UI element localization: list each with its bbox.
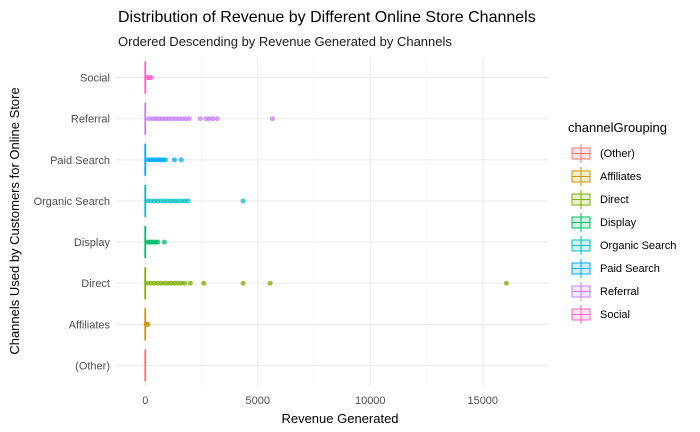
- plot-marks: [143, 61, 509, 382]
- chart-title: Distribution of Revenue by Different Onl…: [118, 9, 536, 26]
- x-tick-labels: 0 5000 10000 15000: [142, 395, 498, 407]
- outlier-point: [163, 157, 168, 163]
- legend-item: Display: [570, 213, 637, 232]
- outlier-point: [240, 198, 246, 204]
- legend-label: Organic Search: [600, 240, 676, 252]
- legend-item: Referral: [570, 282, 639, 301]
- legend-label: (Other): [600, 148, 635, 160]
- outlier-point: [182, 280, 188, 286]
- outlier-point: [155, 239, 161, 245]
- y-tick-labels: Social Referral Paid Search Organic Search D…: [34, 73, 111, 373]
- boxplot-direct: [144, 267, 509, 300]
- y-axis-title: Channels Used by Customers for Online St…: [7, 87, 22, 354]
- boxplot-display: [144, 226, 167, 259]
- x-tick-label: 0: [142, 395, 148, 407]
- outlier-point: [178, 157, 184, 163]
- x-tick-label: 10000: [355, 395, 386, 407]
- outlier-point: [210, 116, 216, 122]
- outlier-point: [197, 116, 203, 122]
- legend-item: Affiliates: [570, 167, 642, 186]
- legend-label: Direct: [600, 194, 629, 206]
- legend-item: Social: [570, 305, 630, 324]
- x-tick-label: 5000: [246, 395, 270, 407]
- legend-label: Display: [600, 217, 637, 229]
- legend-item: (Other): [570, 144, 635, 163]
- outlier-point: [503, 280, 509, 286]
- y-tick-label: Affiliates: [69, 319, 111, 331]
- legend-item: Organic Search: [570, 236, 676, 255]
- x-axis-title: Revenue Generated: [281, 411, 398, 426]
- outlier-point: [240, 280, 246, 286]
- outlier-point: [185, 198, 191, 204]
- legend-label: Referral: [600, 286, 639, 298]
- y-tick-label: Paid Search: [50, 155, 110, 167]
- y-tick-label: Referral: [71, 114, 110, 126]
- boxplot-referral: [144, 102, 275, 135]
- outlier-point: [187, 280, 193, 286]
- boxplot-organic-search: [144, 184, 246, 217]
- legend-label: Social: [600, 309, 630, 321]
- grid-lines: [116, 57, 548, 386]
- y-tick-label: Direct: [81, 278, 110, 290]
- legend-title: channelGrouping: [568, 120, 667, 135]
- outlier-point: [145, 321, 151, 327]
- outlier-point: [269, 116, 275, 122]
- y-tick-label: Organic Search: [34, 196, 110, 208]
- legend-label: Affiliates: [600, 171, 642, 183]
- boxplot-paid-search: [144, 143, 184, 176]
- legend-label: Paid Search: [600, 263, 660, 275]
- outlier-point: [267, 280, 273, 286]
- x-tick-label: 15000: [467, 395, 498, 407]
- legend: (Other) Affiliates Direct Display Organic Se…: [570, 144, 676, 324]
- boxplot-social: [144, 61, 154, 94]
- y-tick-label: Display: [74, 237, 111, 249]
- legend-item: Paid Search: [570, 259, 660, 278]
- outlier-point: [214, 116, 220, 122]
- chart-subtitle: Ordered Descending by Revenue Generated …: [118, 34, 452, 49]
- y-tick-label: (Other): [75, 360, 110, 372]
- outlier-point: [148, 75, 154, 81]
- outlier-point: [161, 239, 167, 245]
- y-tick-label: Social: [80, 73, 110, 85]
- boxplot-affiliates: [143, 308, 151, 341]
- outlier-point: [172, 157, 177, 163]
- outlier-point: [186, 116, 192, 122]
- legend-item: Direct: [570, 190, 629, 209]
- outlier-point: [201, 280, 207, 286]
